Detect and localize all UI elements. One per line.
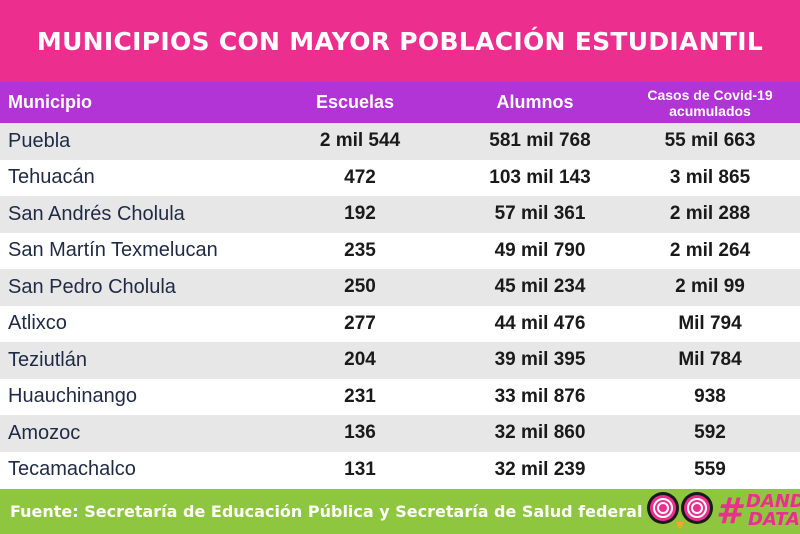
cell-covid: 2 mil 99 xyxy=(675,276,745,298)
cell-alumnos: 44 mil 476 xyxy=(494,312,586,334)
cell-escuelas: 235 xyxy=(344,239,376,261)
table-body: Puebla 2 mil 544 581 mil 768 55 mil 663 … xyxy=(0,123,800,488)
cell-alumnos: 581 mil 768 xyxy=(489,130,591,152)
column-header-alumnos: Alumnos xyxy=(496,92,574,112)
cell-alumnos: 103 mil 143 xyxy=(489,166,591,188)
table-row: San Martín Texmelucan 235 49 mil 790 2 m… xyxy=(0,233,800,270)
cell-alumnos: 39 mil 395 xyxy=(494,349,586,371)
table-row: Huauchinango 231 33 mil 876 938 xyxy=(0,379,800,416)
column-header-covid: Casos de Covid-19 acumulados xyxy=(647,86,773,119)
cell-covid: 938 xyxy=(694,385,726,407)
source-note: Fuente: Secretaría de Educación Pública … xyxy=(10,502,643,521)
cell-escuelas: 192 xyxy=(344,203,376,225)
cell-covid: 3 mil 865 xyxy=(669,166,751,188)
cell-covid: 559 xyxy=(694,458,726,480)
cell-municipio: Amozoc xyxy=(8,421,81,444)
cell-escuelas: 2 mil 544 xyxy=(319,130,401,152)
cell-municipio: San Martín Texmelucan xyxy=(8,239,218,262)
cell-escuelas: 204 xyxy=(344,349,376,371)
cell-escuelas: 131 xyxy=(344,458,376,480)
owl-eyes-icon xyxy=(647,492,713,530)
cell-alumnos: 45 mil 234 xyxy=(494,276,586,298)
column-header-municipio: Municipio xyxy=(8,92,92,112)
cell-municipio: Tehuacán xyxy=(8,166,95,189)
cell-covid: Mil 794 xyxy=(678,312,742,334)
table-row: Puebla 2 mil 544 581 mil 768 55 mil 663 xyxy=(0,123,800,160)
dando-data-logo: # DANDO DATA xyxy=(642,486,800,534)
cell-municipio: Tecamachalco xyxy=(8,458,136,481)
cell-escuelas: 277 xyxy=(344,312,376,334)
cell-escuelas: 136 xyxy=(344,422,376,444)
cell-alumnos: 57 mil 361 xyxy=(494,203,586,225)
cell-alumnos: 33 mil 876 xyxy=(494,385,586,407)
cell-alumnos: 49 mil 790 xyxy=(494,239,586,261)
table-row: San Pedro Cholula 250 45 mil 234 2 mil 9… xyxy=(0,269,800,306)
table-row: Atlixco 277 44 mil 476 Mil 794 xyxy=(0,306,800,343)
cell-covid: Mil 784 xyxy=(678,349,742,371)
cell-alumnos: 32 mil 239 xyxy=(494,458,586,480)
logo-word-dando: DANDO xyxy=(746,491,800,512)
column-header-escuelas: Escuelas xyxy=(315,92,395,112)
cell-escuelas: 231 xyxy=(344,385,376,407)
cell-municipio: Atlixco xyxy=(8,312,67,335)
cell-municipio: San Andrés Cholula xyxy=(8,202,185,225)
table-header: Municipio Escuelas Alumnos Casos de Covi… xyxy=(0,82,800,123)
table-row: Amozoc 136 32 mil 860 592 xyxy=(0,415,800,452)
cell-alumnos: 32 mil 860 xyxy=(494,422,586,444)
table-row: Tecamachalco 131 32 mil 239 559 xyxy=(0,452,800,489)
logo-hash: # xyxy=(716,491,742,532)
cell-covid: 2 mil 288 xyxy=(669,203,751,225)
cell-covid: 2 mil 264 xyxy=(669,239,751,261)
cell-covid: 55 mil 663 xyxy=(664,130,756,152)
table-row: San Andrés Cholula 192 57 mil 361 2 mil … xyxy=(0,196,800,233)
table-row: Tehuacán 472 103 mil 143 3 mil 865 xyxy=(0,160,800,197)
logo-word-data: DATA xyxy=(748,509,800,530)
cell-escuelas: 250 xyxy=(344,276,376,298)
cell-escuelas: 472 xyxy=(344,166,376,188)
cell-municipio: San Pedro Cholula xyxy=(8,275,176,298)
table-row: Teziutlán 204 39 mil 395 Mil 784 xyxy=(0,342,800,379)
cell-covid: 592 xyxy=(694,422,726,444)
page-title: MUNICIPIOS CON MAYOR POBLACIÓN ESTUDIANT… xyxy=(36,26,764,56)
cell-municipio: Huauchinango xyxy=(8,385,137,408)
title-bar: MUNICIPIOS CON MAYOR POBLACIÓN ESTUDIANT… xyxy=(0,0,800,82)
cell-municipio: Puebla xyxy=(8,129,71,152)
cell-municipio: Teziutlán xyxy=(8,348,87,371)
